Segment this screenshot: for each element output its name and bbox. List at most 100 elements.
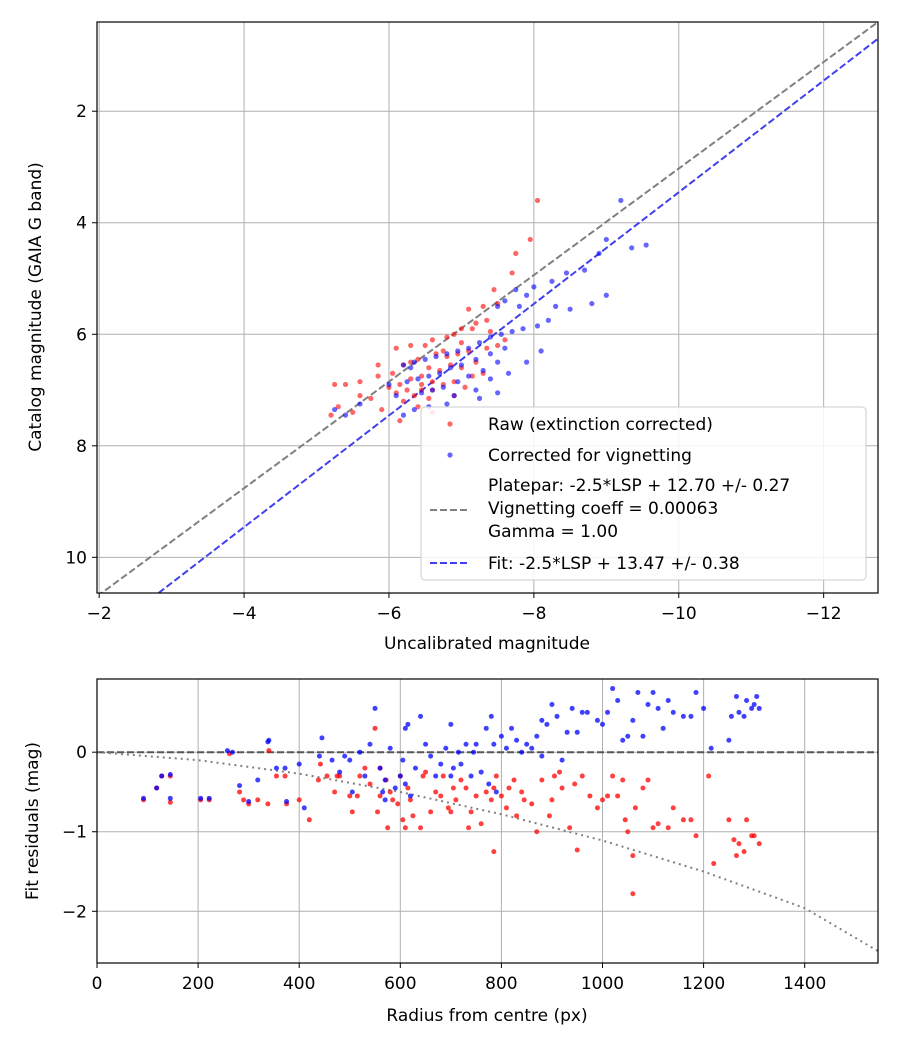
bottom-point-series-2 (579, 709, 585, 715)
bottom-point-series-1 (395, 801, 401, 807)
top-point-raw-extinction-corrected (368, 395, 374, 401)
legend-marker-raw (447, 421, 453, 427)
top-point-raw-extinction-corrected (484, 317, 490, 323)
top-point-corrected-for-vignetting (357, 401, 363, 407)
bottom-point-series-2 (594, 717, 600, 723)
top-point-corrected-for-vignetting (513, 287, 519, 293)
top-point-corrected-for-vignetting (502, 345, 508, 351)
bottom-point-series-1 (688, 817, 694, 823)
top-point-raw-extinction-corrected (418, 373, 425, 379)
top-point-corrected-for-vignetting (404, 379, 410, 385)
bottom-point-series-2 (282, 765, 288, 771)
bottom-point-series-2 (387, 745, 393, 751)
bottom-point-series-1 (473, 793, 479, 799)
legend-marker-corrected (447, 452, 453, 458)
bottom-point-series-2 (402, 781, 408, 787)
bottom-point-series-2 (605, 709, 611, 715)
bottom-point-series-1 (255, 797, 261, 803)
top-point-raw-extinction-corrected (458, 340, 465, 346)
bottom-point-series-1 (655, 821, 661, 827)
bottom-point-series-2 (728, 713, 734, 719)
top-point-corrected-for-vignetting (581, 267, 588, 273)
bottom-point-series-2 (342, 753, 348, 759)
bottom-point-series-2 (237, 783, 243, 789)
y-tick-label: 6 (76, 325, 87, 345)
top-point-raw-extinction-corrected (440, 348, 446, 354)
top-fit-lines (99, 22, 878, 593)
bottom-point-series-2 (377, 765, 383, 771)
top-point-corrected-for-vignetting (386, 381, 392, 388)
bottom-point-series-2 (509, 725, 515, 731)
bottom-point-series-2 (402, 725, 408, 731)
bottom-point-series-1 (445, 805, 451, 811)
bottom-point-series-1 (630, 853, 636, 859)
bottom-point-series-2 (301, 805, 307, 811)
top-point-raw-extinction-corrected (342, 381, 349, 388)
top-point-raw-extinction-corrected (502, 337, 508, 343)
bottom-point-series-2 (514, 737, 520, 743)
series-line-4 (97, 751, 878, 952)
legend-label-fit: Fit: -2.5*LSP + 13.47 +/- 0.38 (488, 554, 740, 574)
bottom-x-ticks: 0 200 400 600 800 1000 1200 1400 (92, 963, 826, 994)
bottom-point-series-1 (498, 793, 504, 799)
bottom-point-series-2 (693, 690, 699, 696)
top-point-raw-extinction-corrected (466, 306, 472, 312)
bottom-point-series-1 (557, 769, 563, 775)
bottom-point-series-1 (354, 793, 360, 799)
top-point-corrected-for-vignetting (332, 406, 338, 413)
bottom-point-series-2 (584, 709, 590, 715)
bottom-point-series-1 (375, 809, 381, 815)
top-point-raw-extinction-corrected (408, 342, 414, 349)
top-point-raw-extinction-corrected (469, 373, 475, 379)
bottom-point-series-1 (407, 797, 413, 803)
top-point-corrected-for-vignetting (433, 353, 439, 360)
bottom-point-series-2 (751, 701, 757, 707)
series-line-4 (157, 37, 878, 593)
bottom-y-ticks: −2 −1 0 (62, 743, 97, 922)
bottom-point-series-1 (503, 805, 509, 811)
top-point-raw-extinction-corrected (458, 326, 465, 332)
bottom-point-series-1 (574, 847, 580, 853)
bottom-point-series-2 (486, 781, 492, 787)
x-tick-label: 400 (283, 974, 315, 994)
bottom-point-series-1 (630, 891, 636, 897)
bottom-point-series-2 (559, 757, 565, 763)
bottom-point-series-2 (744, 697, 750, 703)
top-point-corrected-for-vignetting (444, 351, 450, 357)
top-point-corrected-for-vignetting (466, 345, 472, 351)
bottom-point-series-1 (423, 769, 429, 775)
bottom-point-series-2 (660, 725, 666, 731)
bottom-point-series-1 (534, 829, 540, 835)
top-data-points (328, 197, 649, 424)
bottom-point-series-1 (493, 773, 499, 779)
y-tick-label: 2 (76, 102, 87, 122)
bottom-point-series-1 (615, 793, 621, 799)
top-point-corrected-for-vignetting (524, 292, 530, 298)
top-point-raw-extinction-corrected (484, 345, 490, 351)
bottom-point-series-2 (468, 773, 474, 779)
top-point-corrected-for-vignetting (603, 236, 609, 243)
bottom-point-series-1 (491, 849, 497, 855)
bottom-point-series-2 (382, 797, 388, 803)
top-point-corrected-for-vignetting (487, 334, 493, 340)
bottom-point-series-2 (498, 733, 504, 739)
top-point-corrected-for-vignetting (476, 340, 483, 346)
bottom-point-series-2 (741, 713, 747, 719)
bottom-point-series-1 (572, 781, 578, 787)
top-point-raw-extinction-corrected (487, 328, 493, 335)
x-tick-label: 1000 (581, 974, 624, 994)
bottom-point-series-1 (539, 777, 545, 783)
bottom-point-series-2 (428, 753, 434, 759)
top-point-corrected-for-vignetting (393, 393, 399, 399)
y-tick-label: −2 (62, 902, 87, 922)
bottom-point-series-2 (362, 773, 368, 779)
bottom-point-series-2 (534, 733, 540, 739)
bottom-point-series-2 (640, 733, 646, 739)
bottom-point-series-1 (551, 773, 557, 779)
bottom-point-series-1 (266, 748, 272, 754)
top-point-corrected-for-vignetting (534, 323, 541, 329)
bottom-point-series-1 (622, 817, 628, 823)
bottom-point-series-1 (625, 829, 631, 835)
bottom-point-series-1 (529, 801, 535, 807)
top-point-corrected-for-vignetting (415, 376, 421, 382)
